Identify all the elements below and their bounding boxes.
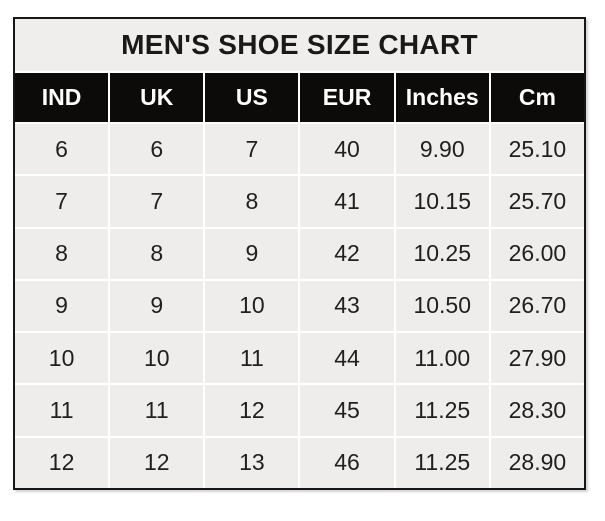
- table-cell: 10.50: [395, 280, 489, 332]
- column-header-ind: IND: [15, 73, 109, 122]
- table-cell: 42: [300, 228, 394, 279]
- table-cell: 46: [300, 437, 394, 488]
- table-title: MEN'S SHOE SIZE CHART: [15, 19, 584, 71]
- table-cell: 11: [15, 385, 109, 436]
- table-cell: 9.90: [395, 124, 489, 175]
- table-cell: 27.90: [490, 333, 584, 384]
- table-cell: 25.70: [490, 176, 584, 227]
- table-cell: 11: [205, 333, 299, 384]
- column-header-uk: UK: [110, 73, 204, 122]
- table-cell: 9: [110, 280, 204, 332]
- table-cell: 11.25: [395, 437, 489, 488]
- table-cell: 12: [110, 437, 204, 488]
- table-cell: 9: [205, 228, 299, 279]
- table-cell: 11.25: [395, 385, 489, 436]
- table-cell: 12: [205, 385, 299, 436]
- table-cell: 11: [110, 385, 204, 436]
- table-cell: 11.00: [395, 333, 489, 384]
- table-cell: 8: [15, 228, 109, 279]
- column-header-eur: EUR: [300, 73, 394, 122]
- table-cell: 44: [300, 333, 394, 384]
- table-cell: 7: [205, 124, 299, 175]
- table-cell: 6: [15, 124, 109, 175]
- table-cell: 28.30: [490, 385, 584, 436]
- shoe-size-table: MEN'S SHOE SIZE CHART IND UK US EUR Inch…: [13, 17, 586, 490]
- column-header-inches: Inches: [395, 73, 489, 122]
- table-cell: 28.90: [490, 437, 584, 488]
- table-cell: 13: [205, 437, 299, 488]
- table-cell: 40: [300, 124, 394, 175]
- column-header-cm: Cm: [490, 73, 584, 122]
- table-cell: 9: [15, 280, 109, 332]
- table-cell: 8: [205, 176, 299, 227]
- table-cell: 10: [110, 333, 204, 384]
- table-cell: 25.10: [490, 124, 584, 175]
- table-cell: 26.00: [490, 228, 584, 279]
- table-cell: 43: [300, 280, 394, 332]
- table-cell: 7: [15, 176, 109, 227]
- table-cell: 8: [110, 228, 204, 279]
- table-cell: 6: [110, 124, 204, 175]
- table-cell: 45: [300, 385, 394, 436]
- table-cell: 7: [110, 176, 204, 227]
- table-cell: 26.70: [490, 280, 584, 332]
- table-cell: 10.25: [395, 228, 489, 279]
- column-header-us: US: [205, 73, 299, 122]
- table-cell: 12: [15, 437, 109, 488]
- table-cell: 41: [300, 176, 394, 227]
- table-cell: 10.15: [395, 176, 489, 227]
- table-cell: 10: [205, 280, 299, 332]
- table-cell: 10: [15, 333, 109, 384]
